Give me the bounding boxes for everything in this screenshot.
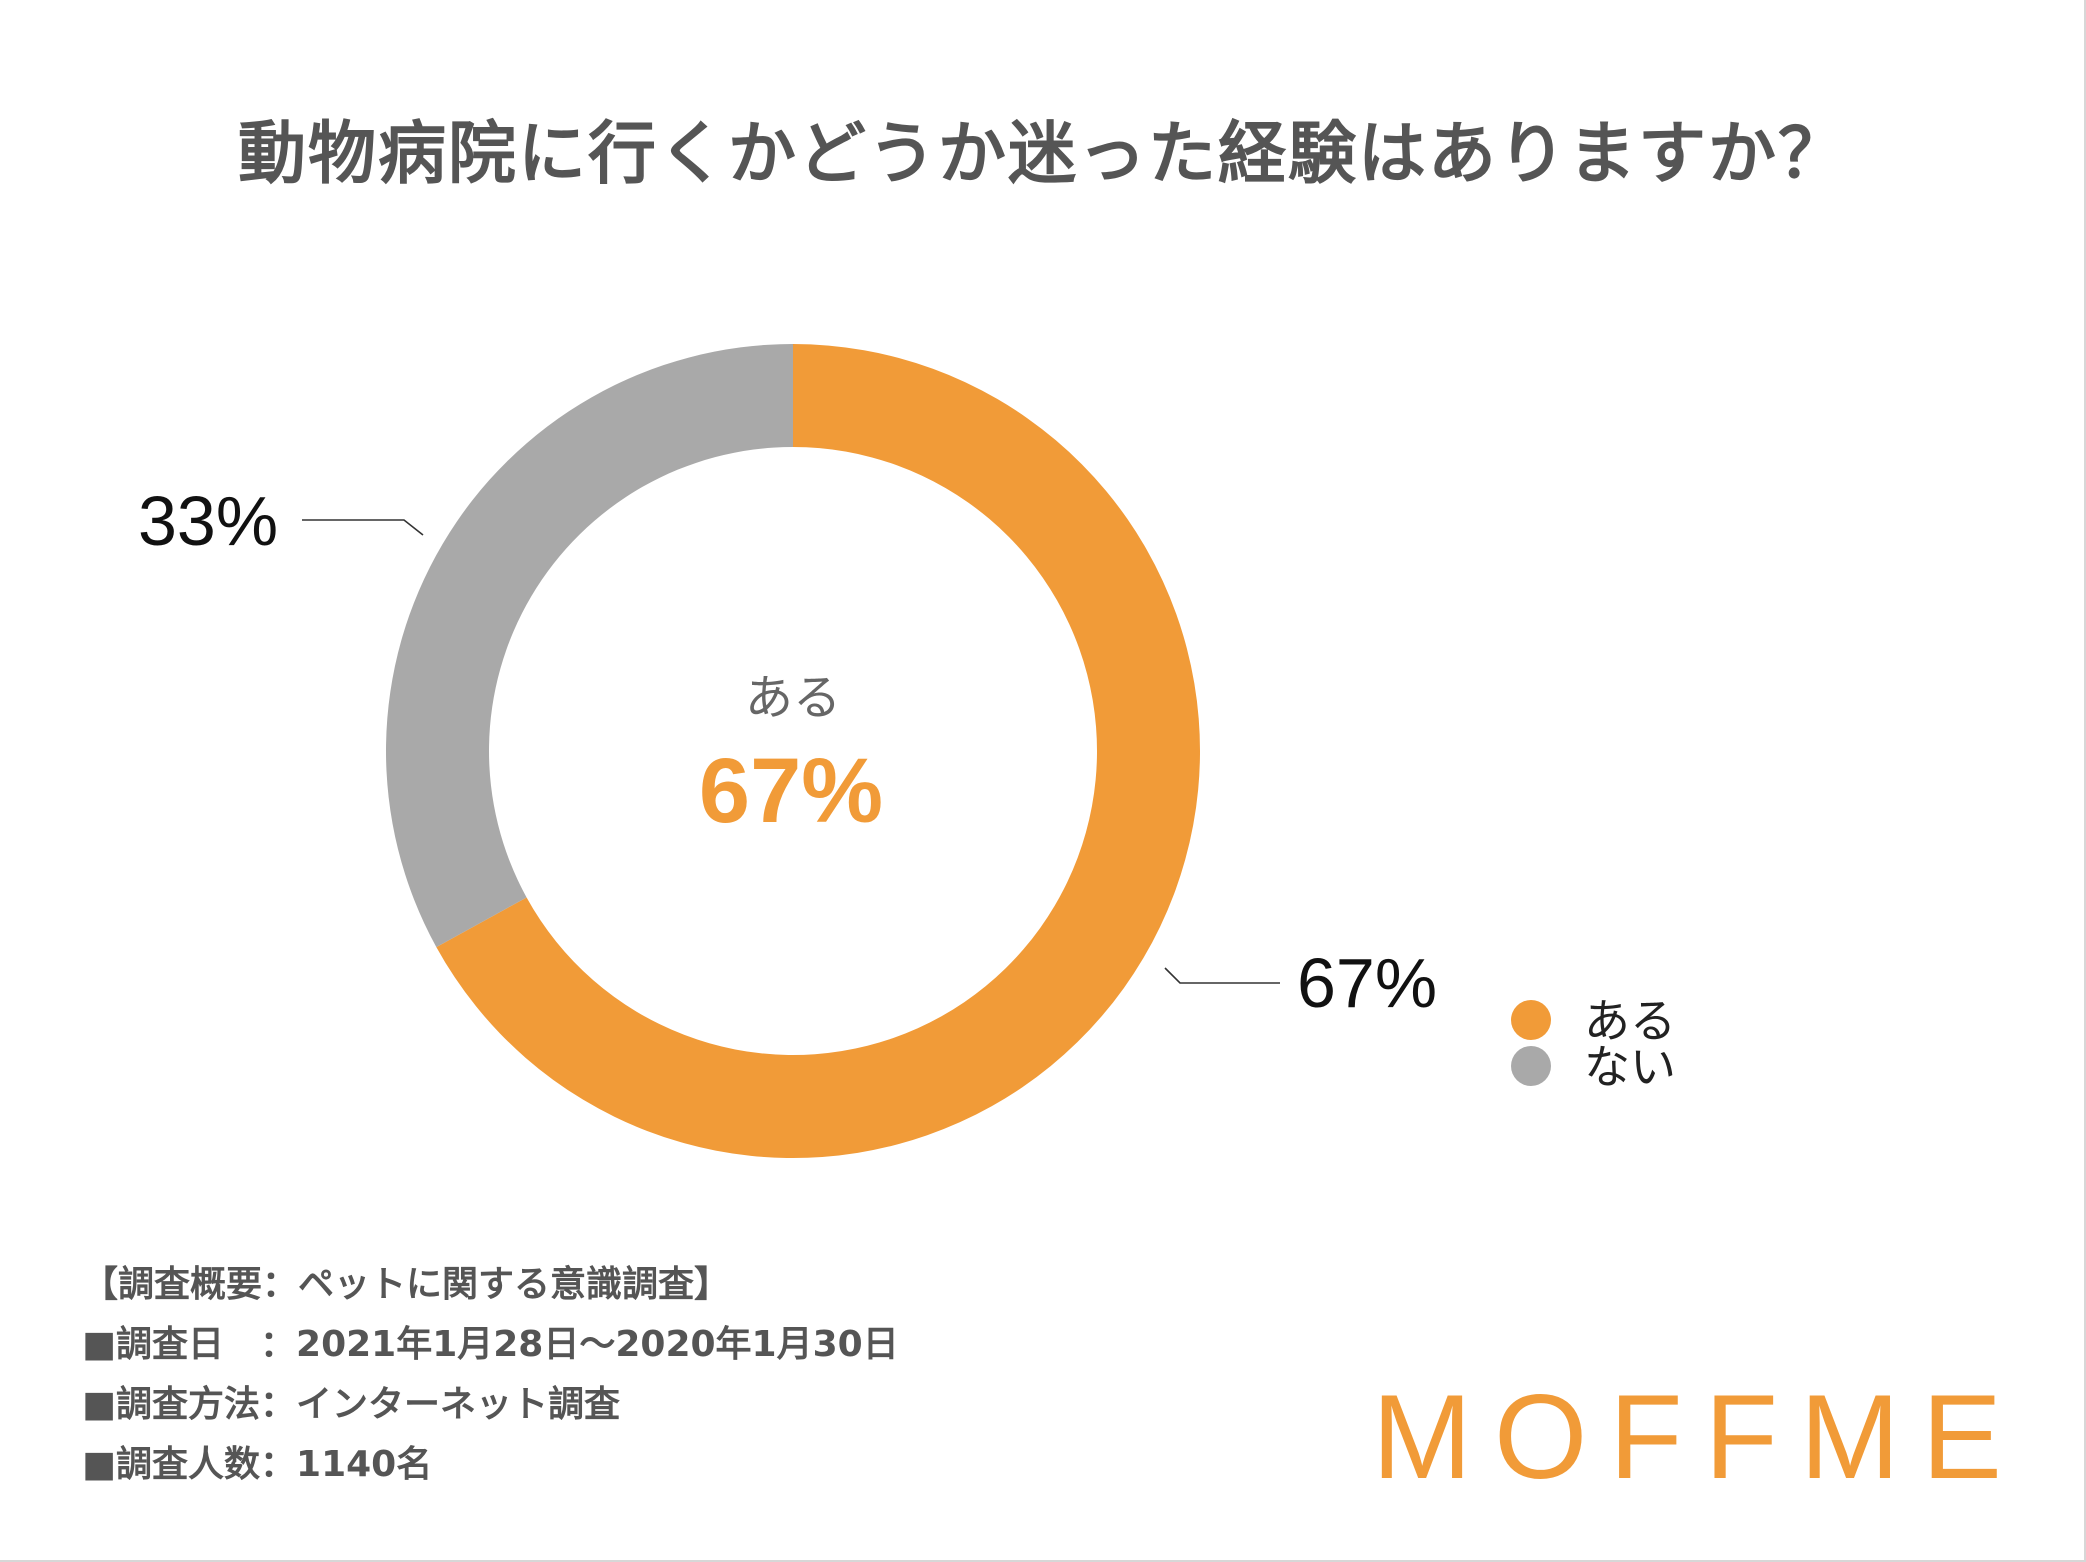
survey-overview: 【調査概要：ペットに関する意識調査】 ■調査日 ：2021年1月28日〜2020…	[82, 1255, 899, 1495]
survey-heading: 【調査概要：ペットに関する意識調査】	[82, 1264, 731, 1305]
legend-label-aru: ある	[1584, 994, 1676, 1048]
legend-marker-nai	[1511, 1046, 1551, 1086]
moffme-logo: MOFFME	[1372, 1370, 2024, 1504]
data-label-aru: 67%	[1297, 944, 1437, 1022]
legend-marker-aru	[1511, 1000, 1551, 1040]
data-label-nai: 33%	[138, 482, 278, 560]
center-category-label: ある	[745, 670, 841, 726]
legend: ある ない	[1511, 994, 1676, 1094]
survey-method: ■調査方法：インターネット調査	[82, 1384, 621, 1425]
leader-line-aru	[1164, 967, 1280, 984]
chart-title: 動物病院に行くかどうか迷った経験はありますか？	[237, 115, 1848, 194]
survey-date: ■調査日 ：2021年1月28日〜2020年1月30日	[82, 1324, 899, 1365]
leader-line-nai	[302, 519, 424, 536]
survey-count: ■調査人数：1140名	[82, 1444, 433, 1485]
legend-label-nai: ない	[1584, 1040, 1676, 1094]
center-value-label: 67%	[699, 740, 883, 842]
donut-slice-nai	[386, 344, 793, 948]
